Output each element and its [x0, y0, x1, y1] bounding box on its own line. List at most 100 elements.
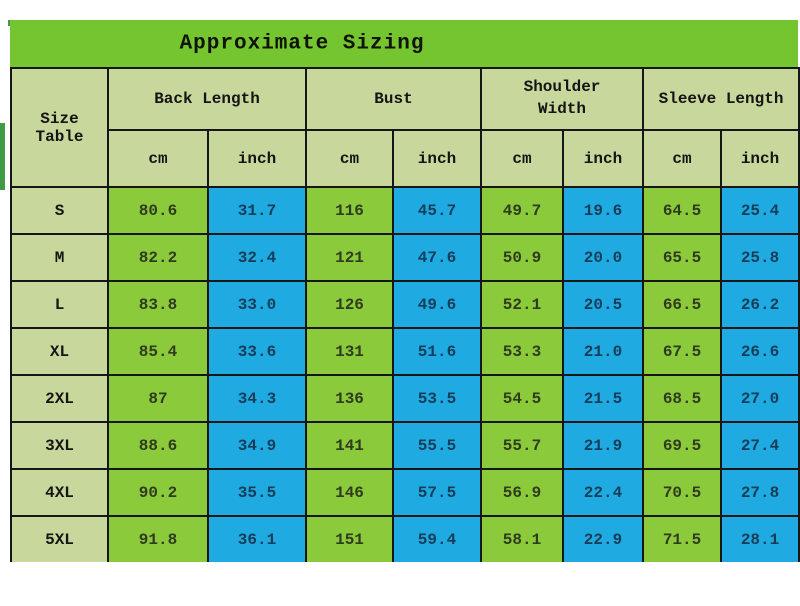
value-cell: 53.3 — [480, 327, 564, 376]
value-cell: 71.5 — [642, 515, 723, 562]
value-cell: 57.5 — [392, 468, 482, 517]
value-cell: 33.0 — [207, 280, 307, 329]
size-cell: XL — [10, 327, 109, 376]
table-row: M 82.2 32.4 121 47.6 50.9 20.0 65.5 25.8 — [10, 233, 800, 282]
value-cell: 121 — [305, 233, 394, 282]
unit-header-cm: cm — [107, 129, 209, 188]
value-cell: 49.6 — [392, 280, 482, 329]
value-cell: 82.2 — [107, 233, 209, 282]
value-cell: 67.5 — [642, 327, 723, 376]
group-header-sleeve-length: Sleeve Length — [642, 67, 800, 131]
value-cell: 88.6 — [107, 421, 209, 470]
value-cell: 33.6 — [207, 327, 307, 376]
table-row: 2XL 87 34.3 136 53.5 54.5 21.5 68.5 27.0 — [10, 374, 800, 423]
sizing-table: Size Table Back Length Bust Shoulder Wid… — [10, 67, 800, 562]
value-cell: 53.5 — [392, 374, 482, 423]
table-row: 5XL 91.8 36.1 151 59.4 58.1 22.9 71.5 28… — [10, 515, 800, 562]
value-cell: 45.7 — [392, 186, 482, 235]
value-cell: 19.6 — [561, 186, 645, 235]
value-cell: 80.6 — [107, 186, 209, 235]
size-cell: 2XL — [10, 374, 109, 423]
value-cell: 50.9 — [480, 233, 564, 282]
value-cell: 65.5 — [642, 233, 723, 282]
value-cell: 25.8 — [720, 233, 800, 282]
size-cell: 3XL — [10, 421, 109, 470]
value-cell: 27.8 — [720, 468, 800, 517]
table-row: S 80.6 31.7 116 45.7 49.7 19.6 64.5 25.4 — [10, 186, 800, 235]
value-cell: 26.2 — [720, 280, 800, 329]
accent-strip — [0, 123, 5, 190]
unit-header-cm: cm — [480, 129, 564, 188]
value-cell: 28.1 — [720, 515, 800, 562]
group-header-back-length: Back Length — [107, 67, 307, 131]
value-cell: 49.7 — [480, 186, 564, 235]
value-cell: 22.4 — [561, 468, 645, 517]
value-cell: 126 — [305, 280, 394, 329]
table-row: 4XL 90.2 35.5 146 57.5 56.9 22.4 70.5 27… — [10, 468, 800, 517]
header-row-groups: Size Table Back Length Bust Shoulder Wid… — [10, 67, 800, 188]
value-cell: 85.4 — [107, 327, 209, 376]
value-cell: 83.8 — [107, 280, 209, 329]
value-cell: 151 — [305, 515, 394, 562]
value-cell: 87 — [107, 374, 209, 423]
size-cell: 5XL — [10, 515, 109, 562]
size-cell: M — [10, 233, 109, 282]
value-cell: 69.5 — [642, 421, 723, 470]
value-cell: 21.9 — [561, 421, 645, 470]
unit-header-inch: inch — [392, 129, 482, 188]
title-band: Approximate Sizing — [10, 20, 798, 67]
value-cell: 51.6 — [392, 327, 482, 376]
value-cell: 20.0 — [561, 233, 645, 282]
value-cell: 90.2 — [107, 468, 209, 517]
size-table-header: Size Table — [10, 67, 109, 188]
value-cell: 64.5 — [642, 186, 723, 235]
value-cell: 54.5 — [480, 374, 564, 423]
value-cell: 66.5 — [642, 280, 723, 329]
unit-header-inch: inch — [207, 129, 307, 188]
value-cell: 146 — [305, 468, 394, 517]
value-cell: 20.5 — [561, 280, 645, 329]
value-cell: 36.1 — [207, 515, 307, 562]
page-title: Approximate Sizing — [179, 32, 425, 55]
value-cell: 141 — [305, 421, 394, 470]
value-cell: 27.0 — [720, 374, 800, 423]
value-cell: 70.5 — [642, 468, 723, 517]
value-cell: 34.9 — [207, 421, 307, 470]
value-cell: 22.9 — [561, 515, 645, 562]
group-header-bust: Bust — [305, 67, 482, 131]
unit-header-cm: cm — [642, 129, 723, 188]
value-cell: 21.0 — [561, 327, 645, 376]
value-cell: 56.9 — [480, 468, 564, 517]
group-header-shoulder-width: Shoulder Width — [479, 67, 645, 131]
table-row: 3XL 88.6 34.9 141 55.5 55.7 21.9 69.5 27… — [10, 421, 800, 470]
unit-header-cm: cm — [305, 129, 394, 188]
value-cell: 55.5 — [392, 421, 482, 470]
value-cell: 47.6 — [392, 233, 482, 282]
value-cell: 91.8 — [107, 515, 209, 562]
value-cell: 116 — [305, 186, 394, 235]
value-cell: 35.5 — [207, 468, 307, 517]
table-row: L 83.8 33.0 126 49.6 52.1 20.5 66.5 26.2 — [10, 280, 800, 329]
value-cell: 26.6 — [720, 327, 800, 376]
value-cell: 131 — [305, 327, 394, 376]
value-cell: 21.5 — [561, 374, 645, 423]
size-cell: S — [10, 186, 109, 235]
sizing-table-sheet: Approximate Sizing Size Table Back Lengt… — [10, 20, 800, 562]
table-row: XL 85.4 33.6 131 51.6 53.3 21.0 67.5 26.… — [10, 327, 800, 376]
value-cell: 59.4 — [392, 515, 482, 562]
value-cell: 55.7 — [480, 421, 564, 470]
value-cell: 34.3 — [207, 374, 307, 423]
value-cell: 25.4 — [720, 186, 800, 235]
value-cell: 136 — [305, 374, 394, 423]
unit-header-inch: inch — [720, 129, 800, 188]
value-cell: 31.7 — [207, 186, 307, 235]
value-cell: 27.4 — [720, 421, 800, 470]
value-cell: 68.5 — [642, 374, 723, 423]
value-cell: 32.4 — [207, 233, 307, 282]
value-cell: 52.1 — [480, 280, 564, 329]
header-row-units: cm inch cm inch cm inch cm inch — [11, 129, 800, 188]
unit-header-inch: inch — [561, 129, 645, 188]
value-cell: 58.1 — [480, 515, 564, 562]
size-cell: 4XL — [10, 468, 109, 517]
size-cell: L — [10, 280, 109, 329]
